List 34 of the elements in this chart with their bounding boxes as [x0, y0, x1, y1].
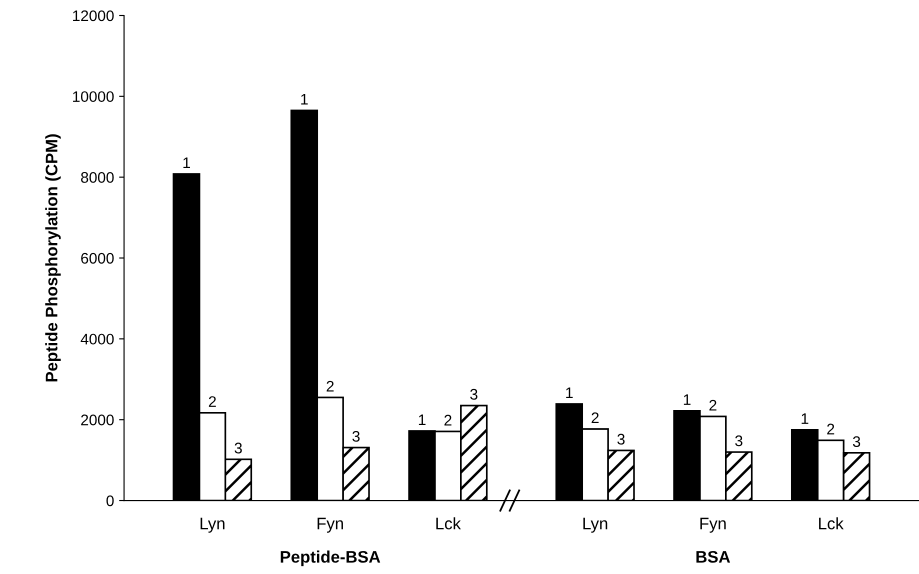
text: 1 — [802, 413, 808, 424]
y-axis-title: Peptide Phosphorylation (CPM) — [45, 134, 61, 382]
y-tick-label: 4000 — [80, 334, 114, 345]
x-tick-label: Lck — [819, 517, 844, 530]
y-tick-label: 2000 — [81, 414, 114, 426]
y-tick-label: 10000 — [73, 91, 114, 102]
text: 1 — [418, 414, 426, 426]
text: 1 — [566, 387, 573, 398]
text: 2 — [827, 424, 834, 434]
x-tick-label: Lyn — [200, 518, 224, 533]
text: BSA — [696, 550, 730, 563]
text: 2 — [444, 414, 452, 426]
y-tick-label: 8000 — [81, 172, 114, 183]
text: 3 — [735, 435, 742, 446]
text: 3 — [352, 430, 360, 442]
text: Peptide-BSA — [280, 550, 380, 566]
x-tick-label: Lck — [436, 517, 461, 530]
text: 2 — [208, 396, 216, 407]
series-label: 2 — [592, 412, 599, 424]
text: 3 — [617, 434, 625, 445]
series-label: 1 — [183, 157, 190, 168]
x-tick-label: Fyn — [318, 518, 343, 533]
x-tick-label: Fyn — [700, 518, 726, 533]
y-tick-label: 0 — [106, 495, 114, 506]
text: 3 — [470, 388, 478, 400]
text: 3 — [852, 436, 860, 448]
x-tick-label: Lyn — [583, 518, 608, 533]
y-tick-label: 6000 — [81, 252, 114, 264]
series-label: 3 — [234, 442, 242, 454]
text: 1 — [301, 94, 308, 105]
y-tick-label: 12000 — [73, 10, 114, 22]
text: 1 — [684, 394, 690, 405]
text: 2 — [326, 380, 334, 392]
text: 2 — [709, 400, 716, 411]
